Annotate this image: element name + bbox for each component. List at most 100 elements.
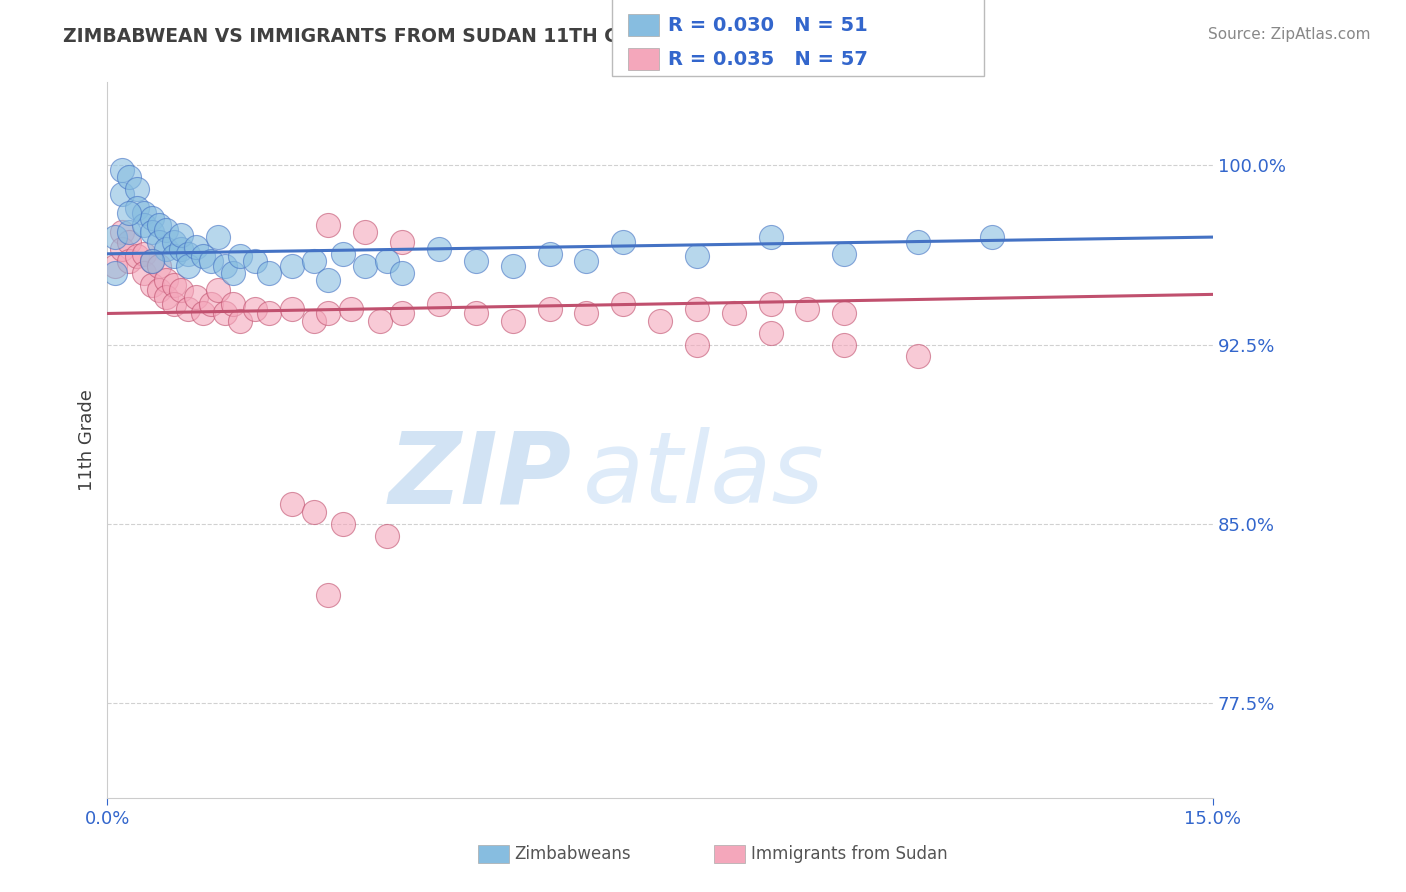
Point [134, 206, 156, 220]
Point [427, 242, 450, 256]
Point [907, 235, 929, 249]
Point [214, 259, 236, 273]
Point [118, 170, 141, 185]
Point [170, 283, 193, 297]
Text: ZIP: ZIP [388, 427, 572, 524]
Point [280, 259, 302, 273]
Point [177, 259, 200, 273]
Point [111, 225, 134, 239]
Text: Zimbabweans: Zimbabweans [515, 845, 631, 863]
Point [318, 218, 340, 232]
Point [111, 242, 134, 256]
Text: ZIMBABWEAN VS IMMIGRANTS FROM SUDAN 11TH GRADE CORRELATION CHART: ZIMBABWEAN VS IMMIGRANTS FROM SUDAN 11TH… [63, 27, 908, 45]
Point [243, 301, 266, 316]
Point [118, 235, 141, 249]
Point [141, 254, 163, 268]
Point [163, 249, 186, 263]
Point [125, 202, 148, 216]
Point [148, 259, 170, 273]
Point [796, 301, 818, 316]
Point [502, 259, 524, 273]
Point [193, 306, 215, 320]
Point [155, 290, 177, 304]
Point [464, 306, 486, 320]
Point [759, 230, 782, 244]
Point [302, 313, 325, 327]
Point [177, 301, 200, 316]
Point [141, 211, 163, 225]
Point [104, 266, 127, 280]
Point [214, 306, 236, 320]
Point [354, 225, 377, 239]
Point [464, 254, 486, 268]
Point [104, 230, 127, 244]
Point [141, 277, 163, 292]
Point [391, 306, 413, 320]
Point [207, 230, 229, 244]
Point [184, 239, 207, 253]
Point [148, 218, 170, 232]
Point [368, 313, 391, 327]
Point [177, 247, 200, 261]
Point [141, 254, 163, 268]
Point [686, 249, 709, 263]
Point [104, 259, 127, 273]
Point [163, 277, 186, 292]
Point [243, 254, 266, 268]
Point [118, 206, 141, 220]
Point [377, 528, 399, 542]
Point [155, 242, 177, 256]
Point [155, 273, 177, 287]
Point [170, 242, 193, 256]
Point [686, 301, 709, 316]
Point [207, 283, 229, 297]
Point [759, 326, 782, 340]
Text: Source: ZipAtlas.com: Source: ZipAtlas.com [1208, 27, 1371, 42]
Point [538, 301, 561, 316]
Point [832, 306, 855, 320]
Point [575, 254, 598, 268]
Point [302, 254, 325, 268]
Point [575, 306, 598, 320]
Point [391, 235, 413, 249]
Point [163, 235, 186, 249]
Point [155, 223, 177, 237]
Point [148, 283, 170, 297]
Point [391, 266, 413, 280]
Point [332, 516, 354, 531]
Point [648, 313, 671, 327]
Point [302, 505, 325, 519]
Point [134, 266, 156, 280]
Point [221, 297, 243, 311]
Point [907, 350, 929, 364]
Point [111, 187, 134, 202]
Point [280, 498, 302, 512]
Point [612, 297, 634, 311]
Point [141, 225, 163, 239]
Point [125, 249, 148, 263]
Y-axis label: 11th Grade: 11th Grade [79, 389, 96, 491]
Text: R = 0.035   N = 57: R = 0.035 N = 57 [668, 50, 868, 69]
Point [118, 225, 141, 239]
Point [125, 182, 148, 196]
Point [163, 297, 186, 311]
Text: R = 0.030   N = 51: R = 0.030 N = 51 [668, 16, 868, 35]
Point [200, 297, 222, 311]
Point [229, 313, 252, 327]
Point [134, 218, 156, 232]
Point [118, 254, 141, 268]
Point [280, 301, 302, 316]
Text: atlas: atlas [582, 427, 824, 524]
Point [193, 249, 215, 263]
Point [318, 588, 340, 602]
Point [229, 249, 252, 263]
Point [377, 254, 399, 268]
Point [259, 266, 281, 280]
Point [832, 247, 855, 261]
Point [221, 266, 243, 280]
Point [259, 306, 281, 320]
Point [332, 247, 354, 261]
Point [980, 230, 1002, 244]
Point [111, 163, 134, 178]
Point [538, 247, 561, 261]
